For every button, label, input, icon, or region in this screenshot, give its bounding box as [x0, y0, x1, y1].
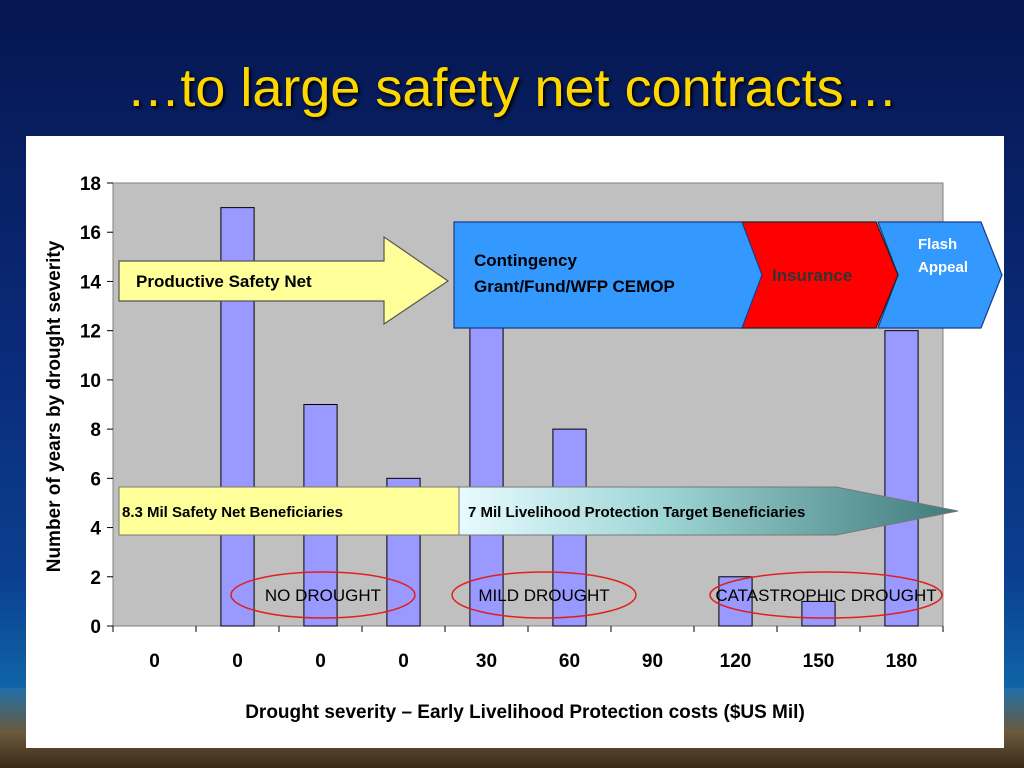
x-tick-label-5: 60 — [559, 651, 580, 672]
mild-drought-ellipse — [451, 571, 637, 619]
y-tick-label-3: 6 — [90, 469, 101, 490]
x-axis-title: Drought severity – Early Livelihood Prot… — [245, 702, 805, 723]
livelihood-beneficiaries-label: 7 Mil Livelihood Protection Target Benef… — [468, 504, 805, 521]
flash-appeal-arrow: Flash Appeal — [877, 221, 1003, 329]
x-axis: 0 0 0 0 30 60 90 120 150 180 — [112, 626, 944, 672]
x-tick-label-1: 0 — [232, 651, 243, 672]
y-tick-label-6: 12 — [80, 322, 101, 343]
x-tick-label-8: 150 — [803, 651, 835, 672]
y-tick-label-7: 14 — [80, 272, 102, 293]
flash-appeal-line2: Appeal — [918, 259, 968, 276]
contingency-line2: Grant/Fund/WFP CEMOP — [474, 277, 675, 296]
y-axis-title: Number of years by drought severity — [44, 240, 65, 572]
chart-panel: 0 2 4 6 8 10 12 14 16 18 0 0 0 0 30 60 90 120 150 180 Numb… — [26, 136, 1004, 748]
y-tick-label-1: 2 — [90, 568, 101, 589]
no-drought-label: NO DROUGHT — [265, 586, 381, 605]
x-tick-label-0: 0 — [149, 651, 160, 672]
catastrophic-drought-label: CATASTROPHIC DROUGHT — [715, 586, 936, 605]
x-tick-label-4: 30 — [476, 651, 497, 672]
x-tick-label-6: 90 — [642, 651, 663, 672]
flash-appeal-line1: Flash — [918, 236, 957, 253]
y-tick-label-4: 8 — [90, 420, 101, 441]
insurance-arrow: Insurance — [739, 221, 899, 329]
bar-8 — [801, 600, 836, 627]
productive-safety-net-label: Productive Safety Net — [136, 272, 312, 291]
bar-4 — [469, 280, 504, 627]
contingency-arrow: Contingency Grant/Fund/WFP CEMOP — [453, 221, 763, 329]
y-tick-label-0: 0 — [90, 617, 101, 638]
productive-safety-net-arrow: Productive Safety Net — [118, 235, 450, 326]
x-tick-label-2: 0 — [315, 651, 326, 672]
y-tick-label-5: 10 — [80, 371, 101, 392]
x-tick-label-3: 0 — [398, 651, 409, 672]
y-axis: 0 2 4 6 8 10 12 14 16 18 — [80, 174, 113, 638]
livelihood-beneficiaries-arrow — [458, 486, 959, 536]
productive-safety-net-shape — [118, 235, 450, 326]
insurance-label: Insurance — [772, 266, 852, 285]
bar-7 — [718, 576, 753, 627]
contingency-shape — [453, 221, 763, 329]
x-tick-label-9: 180 — [886, 651, 918, 672]
mild-drought-label: MILD DROUGHT — [478, 586, 609, 605]
x-tick-label-7: 120 — [720, 651, 752, 672]
beneficiaries-bar: 8.3 Mil Safety Net Beneficiaries 7 Mil L… — [118, 486, 959, 536]
bars-group — [220, 207, 919, 627]
psn-beneficiaries-box — [118, 486, 460, 536]
contingency-line1: Contingency — [474, 251, 577, 270]
y-tick-label-9: 18 — [80, 174, 101, 195]
slide-title: …to large safety net contracts… — [126, 58, 898, 118]
drought-labels: NO DROUGHT MILD DROUGHT CATASTROPHIC DRO… — [230, 571, 943, 619]
catastrophic-drought-ellipse — [709, 571, 943, 619]
y-tick-label-2: 4 — [90, 519, 101, 540]
psn-beneficiaries-label: 8.3 Mil Safety Net Beneficiaries — [122, 504, 343, 521]
y-tick-label-8: 16 — [80, 223, 101, 244]
no-drought-ellipse — [230, 571, 416, 619]
